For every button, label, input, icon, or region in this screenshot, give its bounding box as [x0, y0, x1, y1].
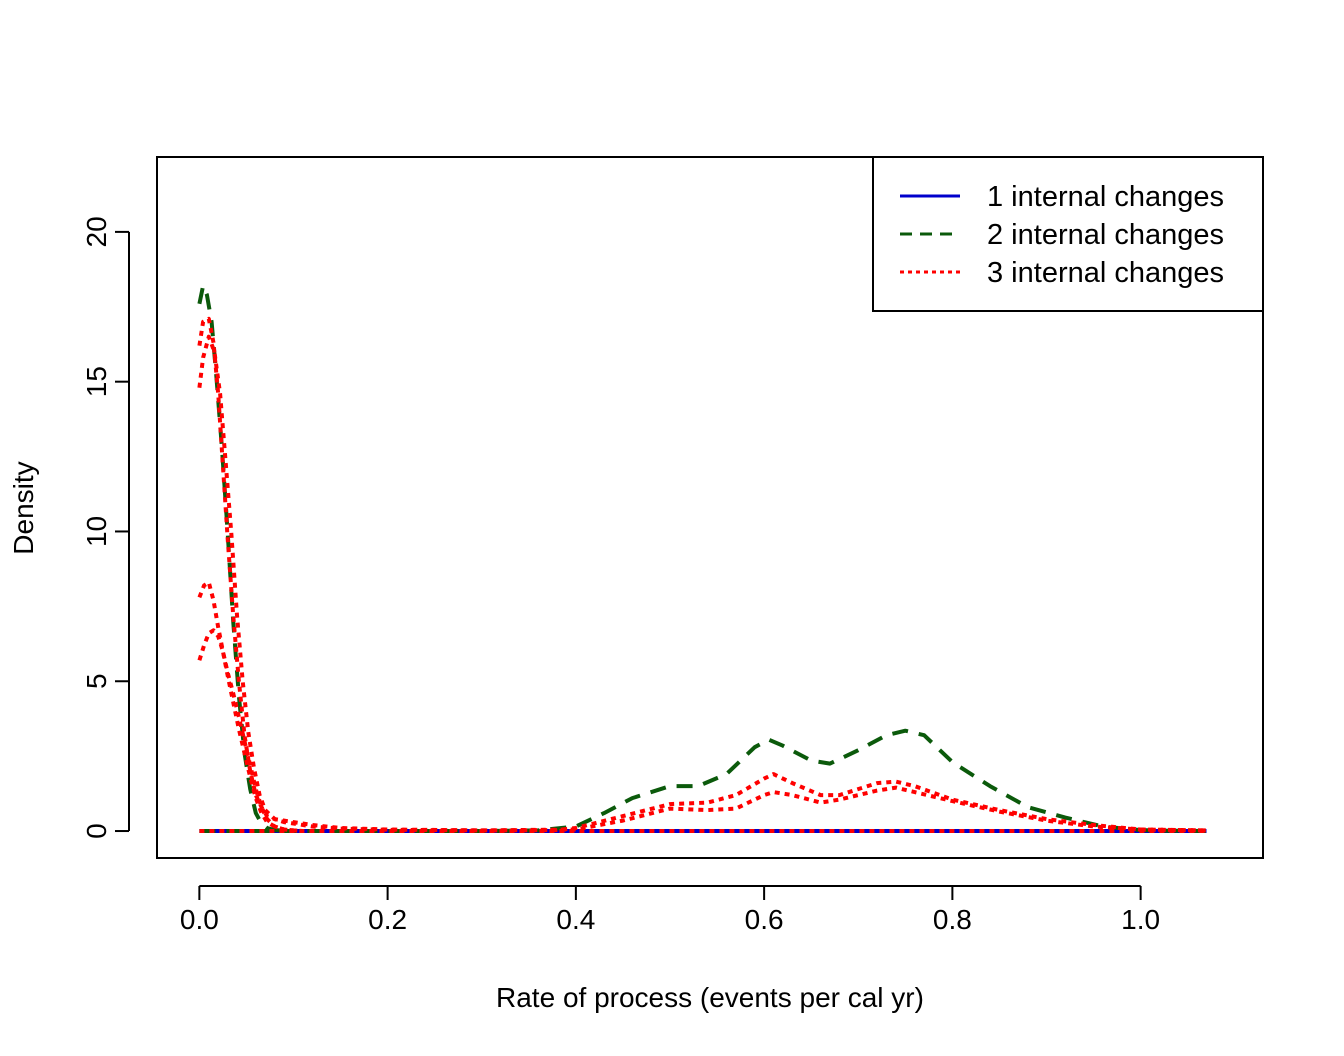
y-axis-title: Density — [8, 461, 39, 554]
y-tick-label: 15 — [81, 366, 112, 397]
y-tick-label: 5 — [81, 673, 112, 689]
series-3-curve-2 — [197, 334, 1207, 833]
y-tick-label: 10 — [81, 516, 112, 547]
y-tick-label: 20 — [81, 216, 112, 247]
x-tick-label: 0.4 — [556, 904, 595, 935]
series-2-curve-2 — [199, 728, 1207, 833]
series-3-curve-1 — [197, 316, 1207, 833]
legend-box — [872, 156, 1264, 312]
x-axis-title: Rate of process (events per cal yr) — [496, 982, 924, 1013]
series-3-curve-4 — [197, 628, 304, 833]
legend-label-3: 3 internal changes — [987, 257, 1224, 289]
x-tick-label: 0.0 — [180, 904, 219, 935]
series-2-curve-1 — [197, 283, 294, 833]
x-axis: 0.0 0.2 0.4 0.6 0.8 1.0 — [180, 885, 1160, 935]
x-tick-label: 0.2 — [368, 904, 407, 935]
legend: 1 internal changes 2 internal changes 3 in… — [872, 156, 1264, 312]
y-axis: 0 5 10 15 20 — [81, 216, 130, 839]
y-tick-label: 0 — [81, 823, 112, 839]
legend-label-2: 2 internal changes — [987, 219, 1224, 251]
series-layer — [197, 283, 1207, 833]
x-tick-label: 0.8 — [933, 904, 972, 935]
x-tick-label: 1.0 — [1121, 904, 1160, 935]
legend-label-1: 1 internal changes — [987, 181, 1224, 213]
x-tick-label: 0.6 — [745, 904, 784, 935]
plot-frame — [156, 156, 1264, 859]
series-3-curve-3 — [197, 580, 304, 833]
